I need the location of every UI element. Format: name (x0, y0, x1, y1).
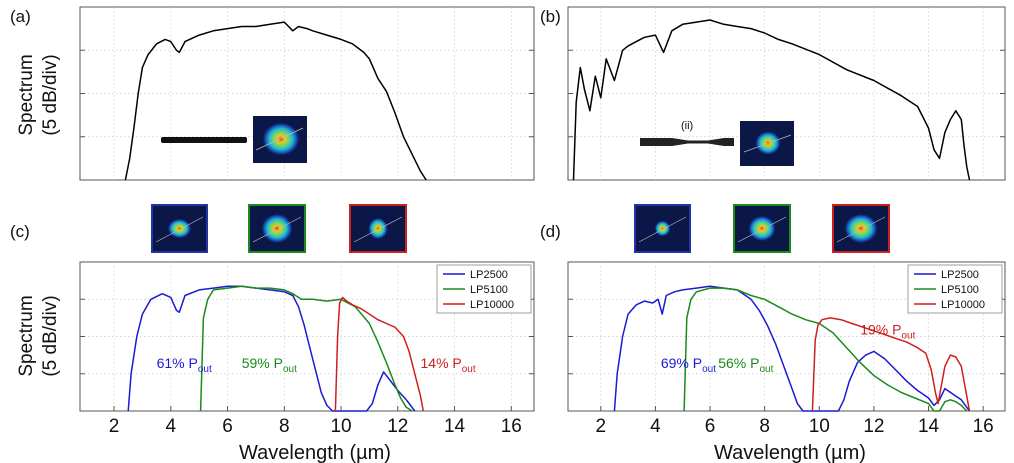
legend-label: LP5100 (470, 284, 508, 296)
ylabel-bottom-line1: Spectrum (16, 295, 37, 376)
x-tick-label: 6 (705, 416, 716, 437)
panel-b: (ii) (567, 6, 1006, 181)
ylabel-bottom-line2: (5 dB/div) (40, 295, 61, 376)
mode-spot (654, 220, 671, 237)
panel-label-c: (c) (10, 222, 30, 241)
series-line-spectrum (124, 21, 427, 181)
mode-crosshair (252, 216, 302, 243)
legend-label: LP2500 (941, 269, 979, 281)
series-layer (572, 19, 971, 181)
series-line-spectrum (572, 19, 971, 181)
x-tick-label: 8 (279, 416, 290, 437)
series-line-lp10000 (334, 296, 425, 412)
x-tick-label: 6 (222, 416, 233, 437)
x-tick-label: 16 (973, 416, 994, 437)
tapered-fiber (640, 138, 734, 146)
fiber-label-ii: (ii) (681, 120, 693, 132)
series-line-lp2500 (127, 285, 416, 412)
mode-crosshair (353, 216, 403, 243)
power-annotations: 69% Pout 56% Pout 19% Pout (661, 322, 916, 376)
ylabel-top-line2: (5 dB/div) (40, 54, 61, 135)
mode-crosshair (737, 216, 787, 243)
mode-image-inset (740, 121, 794, 166)
grid (80, 7, 534, 180)
series-line-lp10000 (811, 317, 971, 412)
panel-c: 2 4 6 8 10 12 14 16 61% Pout 59% Pout 14% Pout LP… (79, 204, 535, 437)
fiber-inset: (ii) (640, 120, 734, 146)
power-annotation: 56% Pout (718, 355, 773, 375)
panel-d: 2 4 6 8 10 12 14 16 69% Pout 56% Pout 19% Pout LP… (567, 204, 1006, 437)
legend-label: LP2500 (470, 269, 508, 281)
x-tick-labels: 2 4 6 8 10 12 14 16 (109, 406, 522, 437)
uniform-fiber (161, 137, 247, 143)
grid (568, 7, 1005, 180)
power-annotation: 19% Pout (860, 322, 915, 342)
x-tick-label: 4 (650, 416, 661, 437)
x-tick-label: 14 (444, 416, 466, 437)
mode-image-inset (253, 116, 307, 163)
panel-label-a: (a) (10, 7, 31, 26)
legend: LP2500 LP5100 LP10000 (436, 264, 532, 314)
mode-crosshair (836, 216, 886, 243)
y-ticks (568, 49, 1005, 138)
series-layer (124, 21, 427, 181)
x-tick-label: 12 (863, 416, 884, 437)
mode-crosshair (155, 216, 204, 243)
legend: LP2500 LP5100 LP10000 (907, 264, 1003, 314)
power-annotation: 59% Pout (242, 355, 297, 375)
legend-label: LP5100 (941, 284, 979, 296)
power-annotations: 61% Pout 59% Pout 14% Pout (157, 355, 476, 375)
panel-label-d: (d) (540, 222, 561, 241)
power-annotation: 61% Pout (157, 355, 212, 375)
x-tick-label: 4 (166, 416, 177, 437)
series-line-lp5100 (199, 285, 413, 412)
y-ticks (80, 49, 534, 138)
legend-label: LP10000 (470, 299, 514, 311)
ylabel-top-line1: Spectrum (16, 54, 37, 135)
series-line-lp5100 (683, 287, 968, 412)
x-tick-label: 2 (595, 416, 606, 437)
mode-image (349, 204, 407, 253)
mode-images (151, 204, 407, 253)
mode-crosshair (638, 216, 687, 243)
mode-spot (748, 215, 776, 242)
x-tick-labels: 2 4 6 8 10 12 14 16 (595, 406, 994, 437)
mode-image (151, 204, 208, 253)
mode-images (634, 204, 890, 253)
mode-spot (167, 218, 192, 239)
x-tick-label: 16 (501, 416, 522, 437)
x-tick-label: 14 (918, 416, 940, 437)
series-layer (613, 285, 971, 412)
series-line-lp2500 (613, 285, 971, 412)
x-tick-label: 10 (809, 416, 830, 437)
xlabel-right: Wavelength (µm) (714, 442, 866, 463)
x-tick-label: 2 (109, 416, 120, 437)
power-annotation: 69% Pout (661, 355, 716, 375)
mode-spot (844, 213, 878, 244)
x-tick-label: 10 (330, 416, 351, 437)
panel-label-b: (b) (540, 7, 561, 26)
legend-label: LP10000 (941, 299, 985, 311)
x-tick-label: 8 (759, 416, 770, 437)
panel-a (79, 6, 535, 181)
mode-spot (368, 217, 388, 240)
mode-spot (261, 213, 293, 244)
xlabel-left: Wavelength (µm) (239, 442, 391, 463)
fiber-inset (161, 137, 247, 143)
y-ticks (80, 298, 534, 375)
series-layer (127, 285, 425, 412)
x-tick-label: 12 (387, 416, 408, 437)
power-annotation: 14% Pout (421, 355, 476, 375)
